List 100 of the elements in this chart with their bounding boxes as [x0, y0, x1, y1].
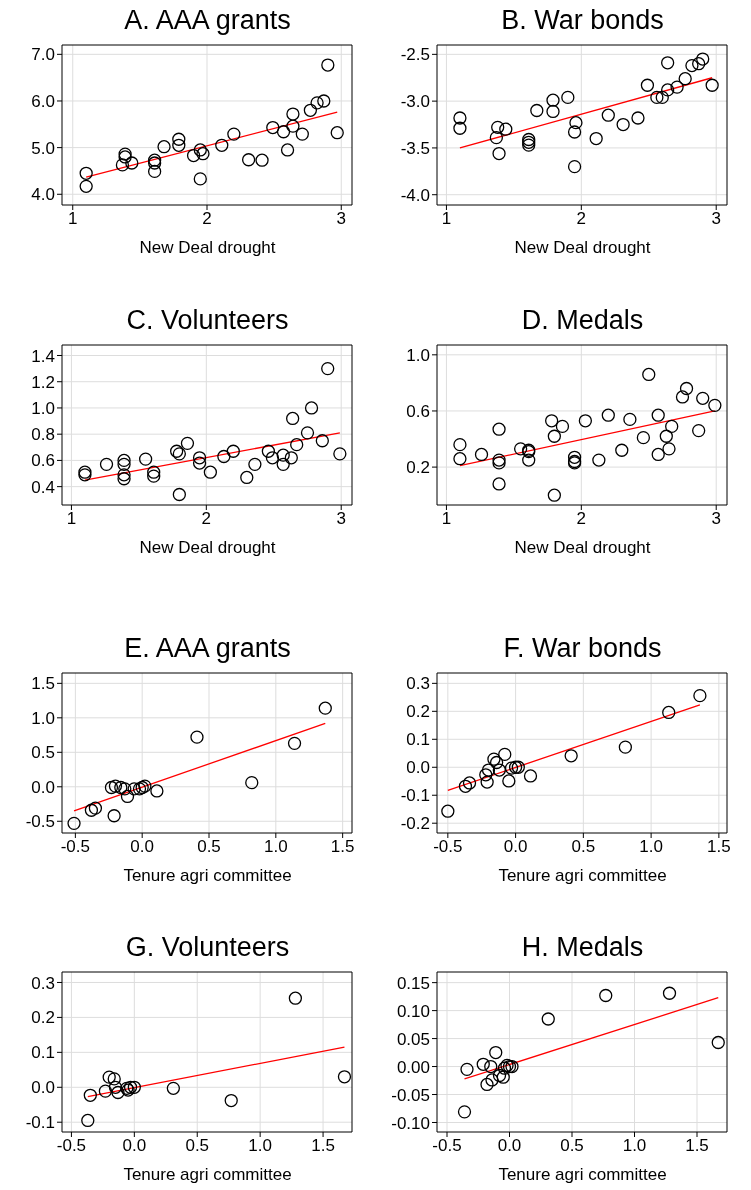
x-tick-label: 3: [336, 509, 346, 529]
point: [592, 453, 606, 467]
point: [492, 1068, 507, 1083]
point: [481, 763, 496, 777]
point: [193, 143, 207, 157]
point: [484, 1059, 498, 1074]
point: [276, 457, 290, 471]
y-tick-label: 0.15: [396, 973, 430, 993]
point: [127, 1080, 141, 1094]
point: [489, 1045, 503, 1060]
point: [661, 83, 675, 97]
point: [333, 447, 347, 461]
point: [502, 774, 516, 788]
x-tick-label: 1: [441, 509, 452, 529]
point: [655, 90, 669, 105]
point: [317, 94, 331, 108]
point: [120, 789, 135, 804]
point: [636, 430, 651, 445]
point: [117, 453, 131, 468]
point: [150, 784, 164, 798]
point: [215, 138, 229, 152]
point: [118, 782, 132, 796]
x-tick-label: 3: [711, 209, 721, 229]
y-tick-label: 0.0: [31, 1078, 55, 1098]
point: [485, 1073, 499, 1087]
y-tick-label: -0.05: [391, 1085, 430, 1105]
x-tick-label: 0.5: [185, 1136, 210, 1156]
point: [479, 768, 493, 782]
point: [172, 132, 186, 146]
y-tick-label: 0.2: [406, 458, 430, 478]
point: [196, 147, 210, 161]
x-tick-label: 2: [576, 209, 587, 229]
point: [513, 442, 528, 456]
point: [203, 465, 218, 479]
y-tick-label: 0.3: [406, 674, 430, 694]
y-tick-label: 1.2: [31, 372, 55, 392]
point: [107, 1072, 121, 1086]
point: [102, 1070, 116, 1084]
point: [457, 1105, 472, 1119]
point: [192, 456, 207, 470]
point: [300, 426, 315, 440]
x-tick-label: 1.0: [622, 1136, 647, 1156]
point: [662, 442, 676, 456]
chart-title: H. Medals: [520, 931, 645, 964]
y-tick-label: 0.1: [31, 1043, 55, 1063]
chart-title: D. Medals: [520, 304, 645, 337]
point: [569, 116, 583, 130]
point: [496, 1070, 510, 1084]
point: [480, 1077, 494, 1092]
y-tick-label: 1.0: [31, 708, 55, 728]
point: [104, 780, 119, 795]
point: [567, 450, 582, 464]
point: [81, 1113, 95, 1128]
y-tick-label: 1.4: [31, 346, 55, 366]
point: [692, 423, 706, 438]
point: [227, 127, 241, 141]
point: [304, 401, 319, 415]
y-tick-label: 0.3: [31, 973, 55, 993]
x-tick-label: 2: [201, 509, 212, 529]
point: [601, 408, 615, 422]
point: [523, 769, 538, 783]
point: [286, 107, 300, 121]
point: [286, 119, 300, 133]
point: [288, 991, 303, 1005]
point: [530, 103, 544, 118]
point: [491, 120, 505, 134]
point: [83, 1088, 97, 1102]
chart-title: G. Volunteers: [124, 931, 291, 964]
point: [616, 117, 630, 132]
point: [474, 447, 489, 462]
point: [489, 130, 503, 145]
point: [650, 90, 664, 105]
point: [67, 816, 81, 830]
y-tick-label: 0.4: [31, 477, 55, 497]
x-tick-label: 2: [576, 509, 587, 529]
x-tick-label: 1: [66, 509, 77, 529]
point: [330, 126, 344, 140]
point: [117, 472, 131, 486]
point: [487, 752, 501, 766]
point: [88, 801, 103, 815]
y-tick-label: 0.1: [406, 730, 430, 750]
x-tick-label: 1.0: [248, 1136, 272, 1156]
x-tick-label: 1.5: [685, 1136, 709, 1156]
point: [522, 453, 536, 467]
point: [696, 52, 710, 66]
point: [147, 465, 161, 479]
point: [599, 988, 613, 1003]
point: [489, 755, 504, 770]
point: [662, 705, 676, 720]
point: [618, 740, 633, 754]
point: [241, 153, 256, 167]
point: [504, 761, 519, 775]
x-tick-label: 1.0: [639, 837, 663, 857]
point: [245, 776, 259, 790]
y-tick-label: -3.0: [400, 92, 430, 112]
point: [286, 411, 300, 426]
point: [261, 444, 276, 458]
point: [651, 447, 665, 462]
point: [266, 120, 280, 135]
point: [631, 111, 645, 125]
